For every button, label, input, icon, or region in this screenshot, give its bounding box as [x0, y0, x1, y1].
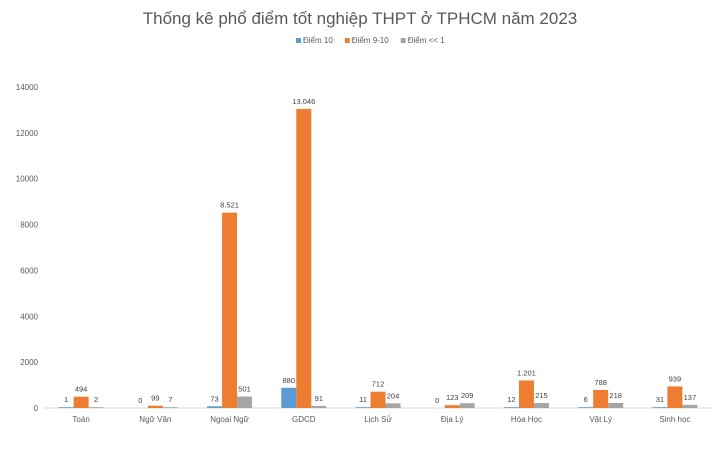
bar	[281, 387, 297, 408]
legend-swatch	[296, 38, 301, 43]
bar	[459, 403, 475, 408]
legend-label: Điểm 9-10	[352, 36, 389, 45]
data-label: 1	[64, 395, 68, 404]
bar	[73, 396, 89, 408]
x-category-label: Vật Lý	[589, 415, 612, 424]
chart-legend: Điểm 10 Điểm 9-10 Điểm << 1	[296, 36, 445, 45]
x-category-label: Ngữ Văn	[139, 415, 171, 424]
legend-swatch	[400, 38, 406, 43]
data-label: 209	[461, 391, 474, 400]
bar	[652, 407, 668, 408]
bar	[518, 380, 534, 408]
data-label: 204	[387, 391, 400, 400]
x-axis: Toán Ngữ Văn Ngoại Ngữ GDCD Lịch Sử Địa Lý Hóa…	[44, 407, 712, 424]
data-label: 939	[669, 374, 682, 383]
y-tick-label: 4000	[20, 312, 38, 321]
bar	[311, 405, 327, 408]
x-category-label: Địa Lý	[441, 415, 464, 424]
data-label: 218	[609, 391, 622, 400]
data-label: 1.201	[517, 368, 536, 377]
x-category-label: GDCD	[292, 415, 316, 424]
bar	[58, 407, 74, 408]
y-tick-label: 8000	[20, 221, 38, 230]
bar	[593, 389, 609, 408]
bar	[88, 407, 104, 408]
data-label: 494	[75, 385, 88, 394]
chart-title: Thống kê phổ điểm tốt nghiệp THPT ở TPHC…	[143, 9, 578, 28]
y-tick-label: 6000	[20, 266, 38, 275]
legend-label: Điểm << 1	[408, 36, 445, 45]
bar	[667, 386, 683, 408]
y-tick-label: 2000	[20, 358, 38, 367]
x-category-label: Sinh học	[659, 415, 690, 424]
data-label: 99	[151, 394, 159, 403]
bar	[237, 396, 253, 408]
data-label: 123	[446, 393, 459, 402]
y-tick-label: 12000	[16, 129, 39, 138]
bar	[162, 407, 178, 408]
x-category-label: Toán	[72, 415, 89, 424]
bar	[578, 407, 594, 408]
data-label: 215	[535, 391, 548, 400]
data-label: 12	[507, 395, 515, 404]
data-labels-group: 1 0 73 880 11 0 12 6 31 494 99 8.521 13.046 712 123 1.2…	[64, 97, 696, 405]
bar	[355, 407, 371, 408]
data-label: 11	[359, 395, 367, 404]
data-label: 31	[656, 395, 664, 404]
bar	[296, 108, 312, 409]
bar	[222, 212, 238, 408]
bar	[385, 403, 401, 408]
data-label: 712	[372, 380, 385, 389]
data-label: 8.521	[220, 201, 239, 210]
bar	[207, 406, 223, 408]
data-label: 788	[594, 378, 607, 387]
data-label: 91	[315, 394, 323, 403]
data-label: 7	[168, 395, 172, 404]
bars-group	[58, 108, 698, 409]
bar	[503, 407, 519, 408]
data-label: 137	[684, 393, 697, 402]
bar	[608, 403, 624, 408]
legend-label: Điểm 10	[303, 36, 333, 45]
data-label: 501	[238, 385, 251, 394]
data-label: 13.046	[292, 97, 315, 106]
data-label: 0	[138, 396, 142, 405]
data-label: 0	[435, 396, 439, 405]
bar	[682, 404, 698, 408]
bar	[444, 405, 460, 408]
y-axis: 0 2000 4000 6000 8000 10000 12000 14000	[16, 83, 39, 413]
bar	[533, 403, 549, 408]
bar	[370, 391, 386, 408]
x-category-label: Ngoại Ngữ	[210, 415, 249, 424]
x-category-label: Lịch Sử	[364, 415, 392, 424]
y-tick-label: 10000	[16, 175, 39, 184]
y-tick-label: 14000	[16, 83, 39, 92]
data-label: 6	[584, 395, 588, 404]
legend-swatch	[344, 38, 350, 43]
data-label: 2	[94, 395, 98, 404]
bar	[147, 405, 163, 408]
data-label: 73	[210, 394, 218, 403]
x-category-label: Hóa Học	[511, 415, 542, 424]
data-label: 880	[283, 376, 296, 385]
y-tick-label: 0	[34, 404, 39, 413]
